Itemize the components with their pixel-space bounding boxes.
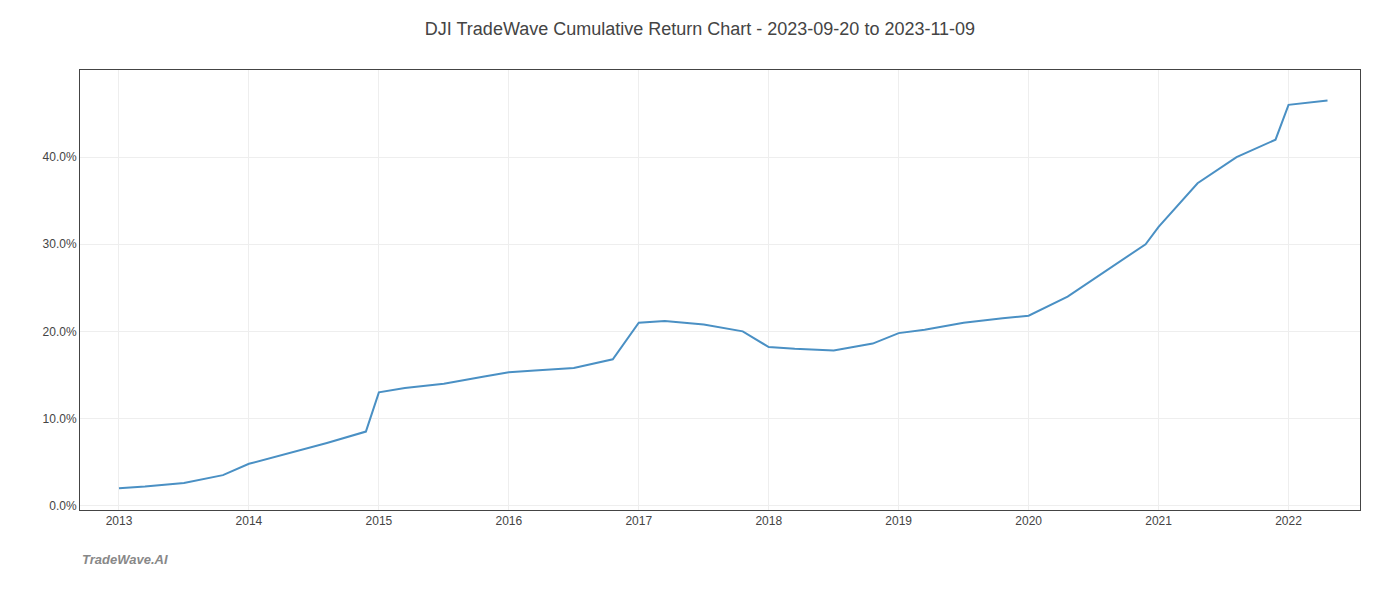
svg-text:2020: 2020 [1015,514,1042,528]
svg-text:2013: 2013 [106,514,133,528]
svg-text:2015: 2015 [366,514,393,528]
svg-text:10.0%: 10.0% [43,412,77,426]
svg-text:2022: 2022 [1275,514,1302,528]
svg-text:40.0%: 40.0% [43,150,77,164]
svg-text:2019: 2019 [885,514,912,528]
svg-text:30.0%: 30.0% [43,237,77,251]
svg-text:0.0%: 0.0% [49,499,77,513]
svg-text:TradeWave.AI: TradeWave.AI [82,552,168,567]
svg-text:2014: 2014 [236,514,263,528]
svg-text:2021: 2021 [1145,514,1172,528]
svg-text:2018: 2018 [755,514,782,528]
svg-text:20.0%: 20.0% [43,325,77,339]
svg-text:2016: 2016 [495,514,522,528]
svg-text:DJI TradeWave Cumulative Retur: DJI TradeWave Cumulative Return Chart - … [425,19,975,39]
svg-text:2017: 2017 [625,514,652,528]
